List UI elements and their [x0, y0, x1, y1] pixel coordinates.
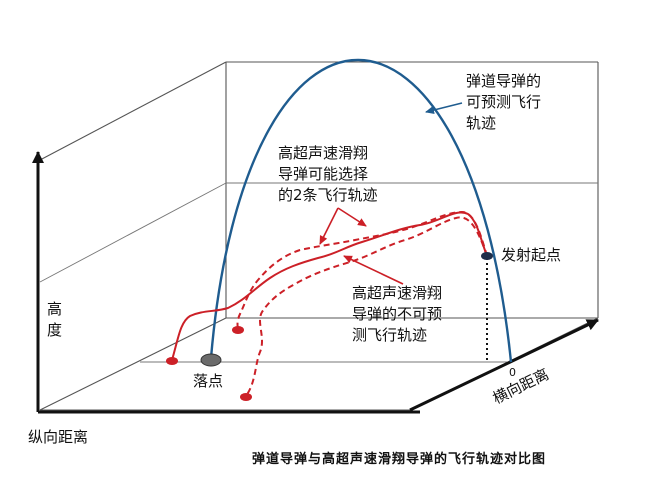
impact-point-label: 落点	[193, 372, 223, 390]
figure-caption: 弹道导弹与高超声速滑翔导弹的飞行轨迹对比图	[252, 451, 546, 467]
lateral-axis-line	[409, 318, 599, 412]
impact-point-marker	[200, 353, 222, 367]
hgv-choice-label-line: 高超声速滑翔	[278, 144, 368, 162]
launch-point-marker	[481, 252, 493, 260]
box-frame	[39, 61, 599, 411]
hgv-dashed-trajectory-top	[236, 210, 488, 331]
ballistic-label-line: 弹道导弹的	[466, 72, 541, 90]
origin-zero-label: 0	[509, 366, 516, 379]
hgv-solid-trajectory	[171, 211, 488, 361]
launch-point-label: 发射起点	[501, 246, 561, 264]
longitudinal-axis-label: 纵向距离	[28, 428, 88, 446]
hgv-choice-callout-arrow	[337, 207, 367, 227]
ballistic-label: 弹道导弹的 可预测飞行 轨迹	[466, 72, 541, 132]
altitude-axis-label: 度	[47, 321, 62, 339]
ballistic-callout-arrow	[425, 102, 463, 114]
hgv-endpoint-dot	[166, 357, 178, 365]
hgv-endpoint-dot	[240, 393, 252, 401]
altitude-axis-label: 高	[47, 300, 62, 318]
hgv-unpredictable-callout-arrow	[343, 255, 404, 285]
hgv-choice-label-line: 的2条飞行轨迹	[278, 186, 378, 204]
hgv-unpredictable-label: 高超声速滑翔 导弹的不可预 测飞行轨迹	[352, 284, 442, 344]
ballistic-trajectory-curve	[209, 59, 513, 363]
hgv-unpredictable-label-line: 测飞行轨迹	[352, 326, 427, 344]
hgv-choice-callout-arrow	[319, 207, 339, 245]
hgv-choice-label-line: 导弹可能选择	[278, 165, 368, 183]
ballistic-label-line: 轨迹	[466, 114, 496, 132]
axes	[32, 151, 599, 414]
ballistic-label-line: 可预测飞行	[466, 93, 541, 111]
hgv-choice-label: 高超声速滑翔 导弹可能选择 的2条飞行轨迹	[278, 144, 378, 204]
hgv-endpoint-dot	[232, 326, 244, 334]
lateral-axis-label: 横向距离	[490, 365, 552, 407]
hgv-unpredictable-label-line: 导弹的不可预	[352, 305, 442, 323]
hgv-unpredictable-label-line: 高超声速滑翔	[352, 284, 442, 302]
